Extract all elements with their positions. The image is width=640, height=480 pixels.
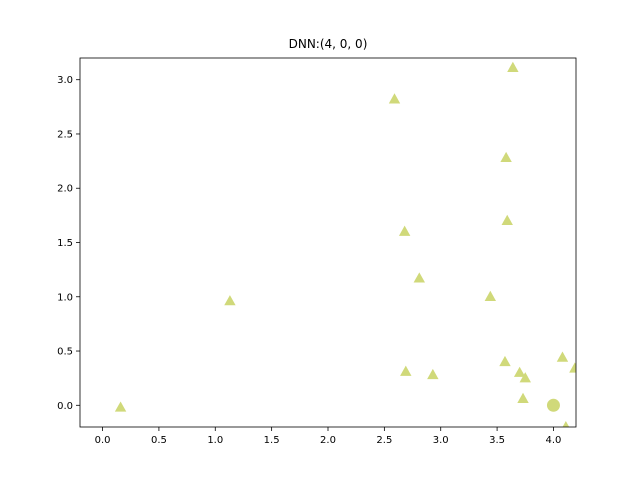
y-tick-label: 0.0 — [57, 401, 73, 412]
triangle-point — [398, 225, 411, 236]
triangle-point — [388, 93, 401, 104]
circle-point — [546, 398, 560, 412]
y-tick-label: 1.5 — [57, 238, 73, 249]
triangle-point — [569, 362, 576, 373]
y-tick-label: 0.5 — [57, 347, 73, 358]
x-tick-label: 1.0 — [207, 435, 223, 446]
x-tick-label: 0.0 — [95, 435, 111, 446]
y-tick-label: 1.0 — [57, 292, 73, 303]
x-tick-label: 3.5 — [489, 435, 505, 446]
triangle-point — [556, 351, 569, 362]
triangle-point — [562, 421, 570, 427]
triangle-point — [114, 401, 127, 412]
plot-frame — [79, 57, 577, 428]
triangle-point — [519, 372, 531, 383]
triangle-point — [513, 366, 526, 377]
y-tick-label: 3.0 — [57, 75, 73, 86]
y-tick-label: 2.0 — [57, 184, 73, 195]
y-axis: 0.0 0.5 1.0 1.5 2.0 2.5 3.0 — [57, 75, 80, 412]
x-axis: 0.0 0.5 1.0 1.5 2.0 2.5 3.0 3.5 4.0 — [95, 427, 562, 446]
triangle-point — [500, 151, 512, 163]
triangle-point — [413, 272, 426, 283]
triangle-point — [427, 368, 439, 380]
triangle-point — [400, 365, 412, 376]
x-tick-label: 0.5 — [151, 435, 167, 446]
triangle-point — [507, 61, 519, 72]
x-tick-label: 2.0 — [320, 435, 336, 446]
data-points — [114, 61, 576, 427]
chart-title: DNN:(4, 0, 0) — [289, 37, 368, 51]
triangle-point — [499, 355, 511, 367]
y-tick-label: 2.5 — [57, 129, 73, 140]
triangle-point — [517, 392, 529, 403]
x-tick-label: 3.0 — [433, 435, 449, 446]
x-tick-label: 2.5 — [376, 435, 392, 446]
x-tick-label: 1.5 — [264, 435, 280, 446]
triangle-point — [224, 295, 236, 306]
triangle-point — [501, 214, 513, 225]
x-tick-label: 4.0 — [546, 435, 562, 446]
triangle-point — [484, 290, 497, 301]
